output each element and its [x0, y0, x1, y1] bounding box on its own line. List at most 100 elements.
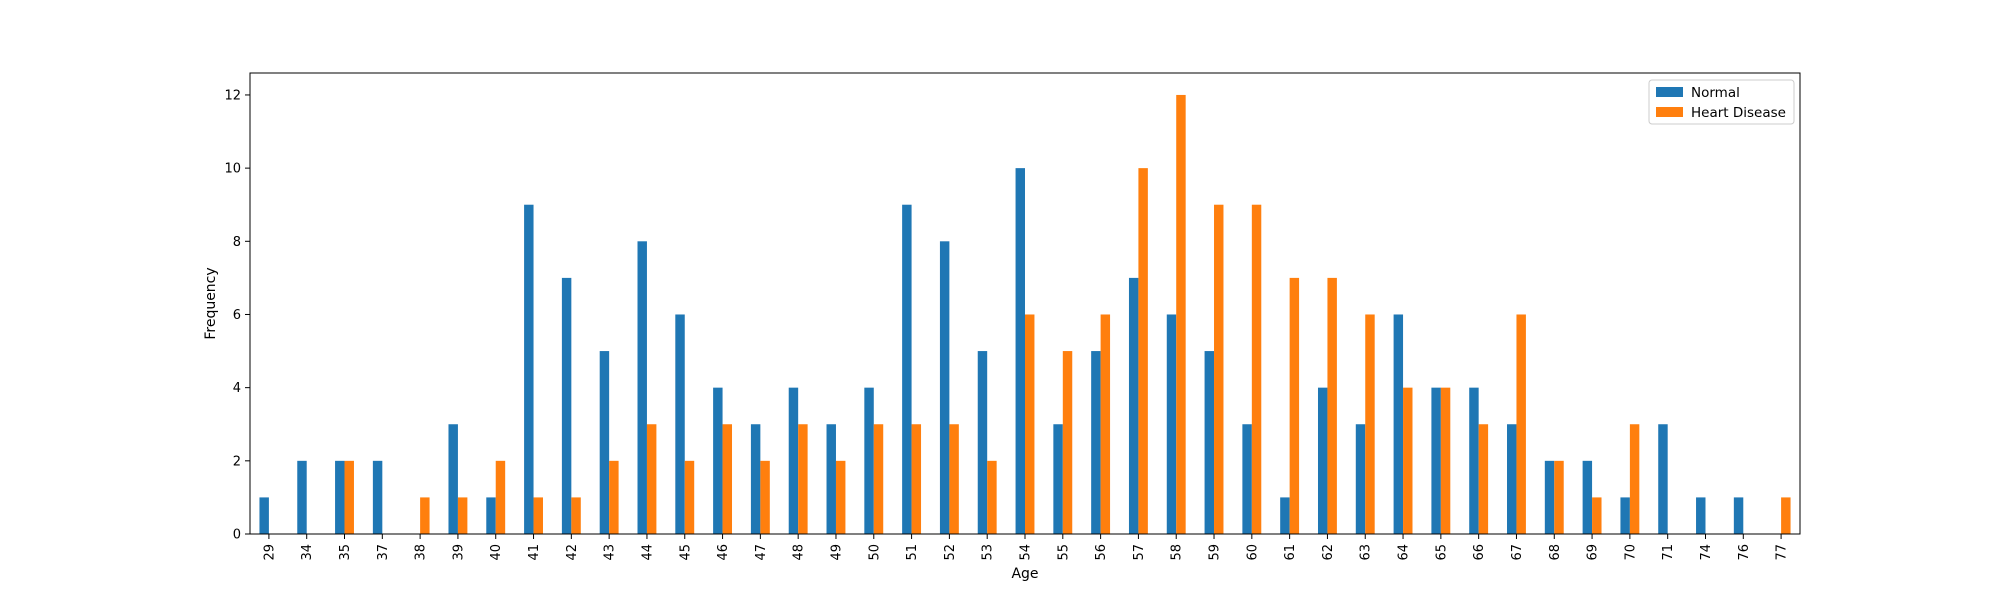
bar-heart-disease-68: [1554, 460, 1564, 534]
x-tick-label-63: 63: [1359, 544, 1374, 561]
bar-normal-54: [1015, 168, 1025, 534]
bar-heart-disease-54: [1025, 314, 1035, 534]
x-tick-label-42: 42: [565, 544, 580, 561]
x-tick-label-45: 45: [678, 544, 693, 561]
bar-normal-68: [1544, 460, 1555, 534]
x-tick-label-37: 37: [376, 544, 391, 561]
x-tick-label-50: 50: [867, 544, 882, 561]
bar-normal-45: [675, 314, 685, 534]
x-tick-label-76: 76: [1737, 544, 1752, 561]
y-tick-label-8: 8: [233, 235, 241, 250]
bar-normal-58: [1166, 314, 1177, 534]
bar-heart-disease-35: [344, 460, 354, 534]
bar-heart-disease-70: [1629, 424, 1640, 534]
bar-heart-disease-77: [1781, 497, 1791, 534]
x-tick-label-51: 51: [905, 544, 920, 561]
bar-heart-disease-61: [1289, 277, 1300, 534]
x-tick-label-57: 57: [1132, 544, 1147, 561]
x-tick-label-68: 68: [1548, 544, 1563, 561]
x-tick-label-54: 54: [1019, 544, 1034, 561]
x-tick-label-35: 35: [338, 544, 353, 561]
bar-heart-disease-48: [798, 424, 808, 534]
bar-heart-disease-62: [1327, 277, 1337, 534]
bar-heart-disease-47: [760, 460, 770, 534]
bar-heart-disease-50: [873, 424, 884, 534]
bar-normal-46: [713, 387, 723, 534]
x-tick-label-61: 61: [1283, 544, 1298, 561]
x-tick-label-34: 34: [300, 544, 315, 561]
bar-normal-29: [259, 497, 269, 534]
bar-heart-disease-42: [571, 497, 581, 534]
bar-heart-disease-39: [457, 497, 468, 534]
bar-normal-50: [864, 387, 874, 534]
x-axis-label: Age: [1011, 566, 1038, 582]
x-tick-label-41: 41: [527, 544, 542, 561]
bar-normal-47: [750, 424, 761, 534]
bar-normal-65: [1431, 387, 1441, 534]
bar-normal-64: [1393, 314, 1404, 534]
bar-normal-37: [372, 460, 383, 534]
x-tick-label-66: 66: [1472, 544, 1487, 561]
bar-normal-61: [1280, 497, 1290, 534]
bar-normal-63: [1355, 424, 1366, 534]
x-tick-label-38: 38: [414, 544, 429, 561]
bar-normal-48: [788, 387, 799, 534]
x-tick-label-60: 60: [1245, 544, 1260, 561]
bar-heart-disease-43: [609, 460, 619, 534]
bar-heart-disease-51: [911, 424, 922, 534]
x-tick-label-52: 52: [943, 544, 958, 561]
bars-layer: [259, 94, 1791, 535]
x-tick-label-71: 71: [1661, 544, 1676, 561]
y-tick-label-6: 6: [233, 308, 241, 323]
bar-heart-disease-58: [1176, 94, 1186, 534]
y-axis-label: Frequency: [203, 267, 219, 339]
bar-normal-76: [1733, 497, 1744, 534]
bar-heart-disease-57: [1138, 168, 1148, 534]
bar-heart-disease-53: [987, 460, 997, 534]
x-tick-label-43: 43: [603, 544, 618, 561]
x-tick-label-47: 47: [754, 544, 769, 561]
legend-swatch-normal: [1656, 87, 1683, 97]
x-tick-label-58: 58: [1170, 544, 1185, 561]
x-tick-label-40: 40: [489, 544, 504, 561]
y-axis: 0 2 4 6 8 10 12: [224, 88, 250, 543]
x-tick-label-59: 59: [1208, 544, 1223, 561]
legend-label-heart-disease: Heart Disease: [1691, 105, 1786, 121]
legend: Normal Heart Disease: [1648, 79, 1795, 125]
x-tick-label-53: 53: [981, 544, 996, 561]
bar-normal-35: [335, 460, 345, 534]
bar-heart-disease-56: [1100, 314, 1111, 534]
bar-heart-disease-52: [949, 424, 959, 534]
x-tick-label-44: 44: [640, 544, 655, 561]
bar-normal-44: [637, 241, 647, 535]
bar-normal-59: [1204, 351, 1215, 534]
y-tick-label-12: 12: [224, 88, 241, 103]
x-tick-label-74: 74: [1699, 544, 1714, 561]
bar-heart-disease-60: [1251, 204, 1262, 534]
x-tick-label-65: 65: [1434, 544, 1449, 561]
y-tick-label-10: 10: [224, 162, 241, 177]
bar-heart-disease-45: [684, 460, 695, 534]
bar-normal-41: [524, 204, 534, 534]
bar-heart-disease-66: [1478, 424, 1489, 534]
bar-heart-disease-67: [1516, 314, 1526, 534]
bar-normal-40: [486, 497, 496, 534]
x-tick-label-49: 49: [829, 544, 844, 561]
bar-heart-disease-49: [835, 460, 846, 534]
bar-heart-disease-46: [722, 424, 733, 534]
x-tick-label-69: 69: [1586, 544, 1601, 561]
bar-normal-62: [1317, 387, 1328, 534]
x-tick-label-56: 56: [1094, 544, 1109, 561]
bar-normal-69: [1582, 460, 1593, 534]
bar-normal-55: [1053, 424, 1063, 534]
y-tick-label-4: 4: [233, 381, 241, 396]
bar-normal-70: [1620, 497, 1630, 534]
bar-normal-60: [1242, 424, 1252, 534]
bar-normal-34: [297, 460, 307, 534]
bar-normal-51: [902, 204, 912, 534]
bar-heart-disease-40: [495, 460, 506, 534]
x-tick-label-48: 48: [792, 544, 807, 561]
x-tick-label-77: 77: [1775, 544, 1790, 561]
bar-heart-disease-55: [1062, 351, 1073, 534]
